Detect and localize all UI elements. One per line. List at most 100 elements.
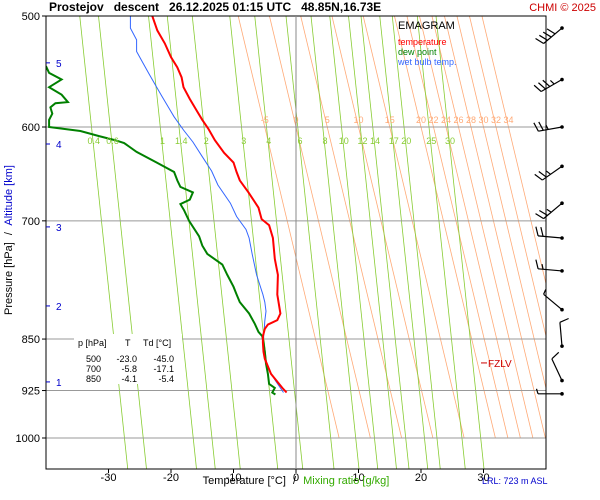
mixing-ratio-line: [98, 16, 147, 469]
table-cell: -5.4: [158, 374, 174, 384]
dry-adiabat: [300, 16, 403, 439]
legend-title: EMAGRAM: [398, 20, 455, 32]
table-cell: -4.1: [121, 374, 137, 384]
wind-barb: [533, 77, 564, 93]
dry-adiabat: [331, 16, 434, 439]
dry-adiabat-label: 32: [491, 115, 501, 125]
mixing-ratio-label: 20: [401, 136, 411, 146]
x-label-separator: /: [293, 475, 297, 487]
wind-barb: [535, 26, 564, 44]
mixing-ratio-label: 0.6: [106, 136, 119, 146]
mixing-ratio-line: [254, 16, 304, 469]
dry-adiabat-label: 30: [478, 115, 488, 125]
mixing-ratio-labels: 0.4 0.6 1 1.4 2 3 4 6 8 10 12 14 17 20 25 30: [87, 136, 455, 146]
altitude-tick-label: 1: [56, 378, 62, 389]
y-axis-label: Pressure [hPa] / Altitude [km]: [3, 165, 15, 315]
dry-adiabat: [419, 16, 521, 439]
mixing-ratio-line: [360, 16, 410, 469]
x-tick-label: -30: [101, 472, 117, 484]
dry-adiabat-label: 24: [441, 115, 451, 125]
background-lines: [79, 16, 546, 469]
dry-adiabat-label: -5: [261, 115, 269, 125]
freezing-level-marker: FZLV: [481, 359, 512, 370]
mixing-ratio-lines: [79, 16, 485, 469]
chart-title: Prostejov descent 26.12.2025 01:15 UTC 4…: [49, 0, 381, 14]
pressure-tick-label: 850: [22, 334, 40, 346]
x-axis-label: Temperature [°C] / Mixing ratio [g/kg]: [203, 475, 390, 487]
mixing-ratio-line: [391, 16, 441, 469]
table-cell: -23.0: [116, 354, 137, 364]
mixing-ratio-label: 30: [445, 136, 455, 146]
dry-adiabat-label: 5: [325, 115, 330, 125]
pressure-tick-label: 925: [22, 386, 40, 398]
pressure-tick-label: 500: [22, 11, 40, 23]
altitude-tick-label: 4: [56, 140, 62, 151]
x-tick-label: 20: [415, 472, 427, 484]
mixing-ratio-label: 1: [160, 136, 165, 146]
table-cell: -5.8: [121, 364, 137, 374]
dry-adiabat: [269, 16, 371, 439]
pressure-tick-label: 700: [22, 216, 40, 228]
wind-barb: [535, 226, 564, 240]
mixing-ratio-line: [379, 16, 429, 469]
dry-adiabat: [481, 16, 546, 286]
wind-barb: [535, 259, 564, 273]
wind-barb: [535, 201, 564, 220]
wind-barb: [543, 289, 564, 312]
wind-barb: [534, 164, 564, 181]
altitude-tick-label: 3: [56, 223, 62, 234]
mixing-ratio-label: 12: [357, 136, 367, 146]
y-label-pressure: Pressure [hPa]: [3, 242, 15, 315]
sounding-table: p [hPa] T Td [°C] 500 -23.0 -45.0 700 -5…: [74, 334, 182, 384]
y-label-altitude: Altitude [km]: [3, 165, 15, 226]
mixing-ratio-line: [285, 16, 335, 469]
x-label-temperature: Temperature [°C]: [203, 475, 286, 487]
fzlv-label: FZLV: [488, 359, 512, 370]
table-header-p: p [hPa]: [78, 338, 107, 348]
dry-adiabat-label: 22: [428, 115, 438, 125]
mixing-ratio-label: 3: [241, 136, 246, 146]
table-cell: 500: [86, 354, 101, 364]
dry-adiabat-label: 26: [453, 115, 463, 125]
pressure-tick-label: 600: [22, 122, 40, 134]
mixing-ratio-label: 0.4: [87, 136, 100, 146]
table-header-td: Td [°C]: [143, 338, 171, 348]
pressure-tick-label: 1000: [16, 433, 40, 445]
mixing-ratio-line: [329, 16, 379, 469]
temperature-line: [151, 16, 288, 394]
x-tick-labels: -30 -20 -10 0 10 20 30: [101, 469, 490, 484]
wind-barbs: [533, 26, 569, 396]
legend-dew-point: dew point: [398, 47, 437, 57]
altitude-tick-label: 5: [56, 59, 62, 70]
dry-adiabat: [456, 16, 546, 391]
profiles: [46, 16, 288, 396]
wind-barb: [559, 317, 569, 348]
dry-adiabat: [406, 16, 509, 439]
mixing-ratio-label: 1.4: [175, 136, 188, 146]
copyright: CHMI © 2025: [529, 2, 596, 14]
mixing-ratio-label: 17: [389, 136, 399, 146]
dry-adiabats: [237, 16, 546, 439]
pressure-tick-labels: 500 600 700 850 925 1000: [16, 11, 46, 445]
mixing-ratio-label: 4: [266, 136, 271, 146]
lrl-label: LRL: 723 m ASL: [482, 476, 548, 486]
dry-adiabat-label: 15: [385, 115, 395, 125]
dry-adiabat: [394, 16, 496, 439]
dry-adiabat-label: 10: [353, 115, 363, 125]
x-label-mixing-ratio: Mixing ratio [g/kg]: [303, 475, 389, 487]
table-cell: -17.1: [153, 364, 174, 374]
dry-adiabat: [237, 16, 340, 439]
mixing-ratio-label: 10: [339, 136, 349, 146]
x-tick-label: 30: [477, 472, 489, 484]
mixing-ratio-label: 2: [204, 136, 209, 146]
altitude-tick-label: 2: [56, 302, 62, 313]
mixing-ratio-label: 8: [322, 136, 327, 146]
mixing-ratio-line: [79, 16, 129, 469]
mixing-ratio-label: 6: [297, 136, 302, 146]
legend: EMAGRAM temperature dew point wet bulb t…: [397, 20, 457, 67]
table-cell: 850: [86, 374, 101, 384]
mixing-ratio-line: [148, 16, 197, 469]
dry-adiabat-label: 28: [466, 115, 476, 125]
table-header-t: T: [125, 338, 131, 348]
wind-barb: [533, 121, 564, 132]
